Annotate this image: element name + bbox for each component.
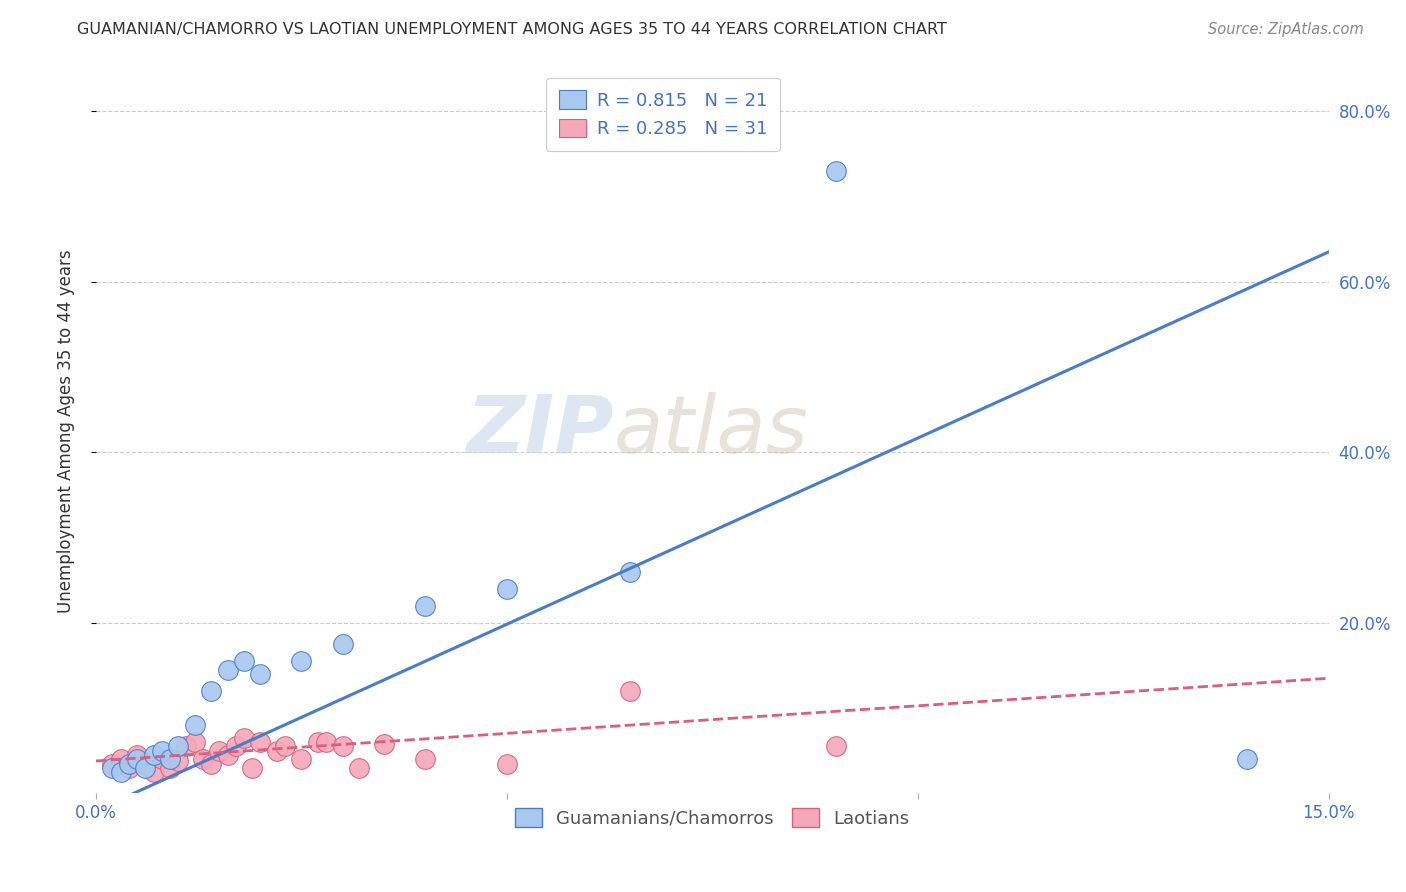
Point bbox=[249, 667, 271, 681]
Point bbox=[824, 164, 846, 178]
Point bbox=[413, 752, 436, 766]
Point bbox=[142, 765, 165, 780]
Point bbox=[315, 735, 337, 749]
Point bbox=[150, 752, 173, 766]
Point bbox=[208, 744, 231, 758]
Point bbox=[118, 756, 141, 771]
Text: atlas: atlas bbox=[614, 392, 808, 470]
Point bbox=[266, 744, 288, 758]
Point bbox=[307, 735, 329, 749]
Point bbox=[233, 731, 256, 745]
Text: Source: ZipAtlas.com: Source: ZipAtlas.com bbox=[1208, 22, 1364, 37]
Point bbox=[110, 752, 132, 766]
Point bbox=[110, 765, 132, 780]
Point bbox=[274, 739, 297, 754]
Point bbox=[496, 582, 519, 596]
Point bbox=[290, 752, 312, 766]
Point bbox=[127, 747, 149, 762]
Point bbox=[619, 684, 641, 698]
Point bbox=[619, 565, 641, 579]
Point bbox=[496, 756, 519, 771]
Y-axis label: Unemployment Among Ages 35 to 44 years: Unemployment Among Ages 35 to 44 years bbox=[58, 249, 75, 613]
Point bbox=[191, 752, 214, 766]
Point bbox=[332, 637, 354, 651]
Text: ZIP: ZIP bbox=[467, 392, 614, 470]
Point bbox=[249, 735, 271, 749]
Point bbox=[217, 663, 239, 677]
Point bbox=[233, 654, 256, 668]
Point bbox=[1236, 752, 1258, 766]
Point bbox=[167, 739, 190, 754]
Point bbox=[290, 654, 312, 668]
Point bbox=[183, 718, 205, 732]
Legend: Guamanians/Chamorros, Laotians: Guamanians/Chamorros, Laotians bbox=[508, 801, 917, 835]
Point bbox=[200, 756, 222, 771]
Point bbox=[134, 756, 156, 771]
Point bbox=[225, 739, 247, 754]
Point bbox=[118, 761, 141, 775]
Point bbox=[159, 752, 181, 766]
Point bbox=[240, 761, 263, 775]
Point bbox=[347, 761, 370, 775]
Point bbox=[332, 739, 354, 754]
Point bbox=[217, 747, 239, 762]
Point bbox=[176, 739, 198, 754]
Point bbox=[159, 761, 181, 775]
Point bbox=[373, 737, 395, 751]
Point bbox=[101, 761, 124, 775]
Point bbox=[134, 761, 156, 775]
Point bbox=[167, 754, 190, 768]
Point bbox=[101, 756, 124, 771]
Text: GUAMANIAN/CHAMORRO VS LAOTIAN UNEMPLOYMENT AMONG AGES 35 TO 44 YEARS CORRELATION: GUAMANIAN/CHAMORRO VS LAOTIAN UNEMPLOYME… bbox=[77, 22, 948, 37]
Point bbox=[183, 735, 205, 749]
Point bbox=[824, 739, 846, 754]
Point bbox=[150, 744, 173, 758]
Point bbox=[127, 752, 149, 766]
Point bbox=[413, 599, 436, 613]
Point bbox=[200, 684, 222, 698]
Point bbox=[142, 747, 165, 762]
